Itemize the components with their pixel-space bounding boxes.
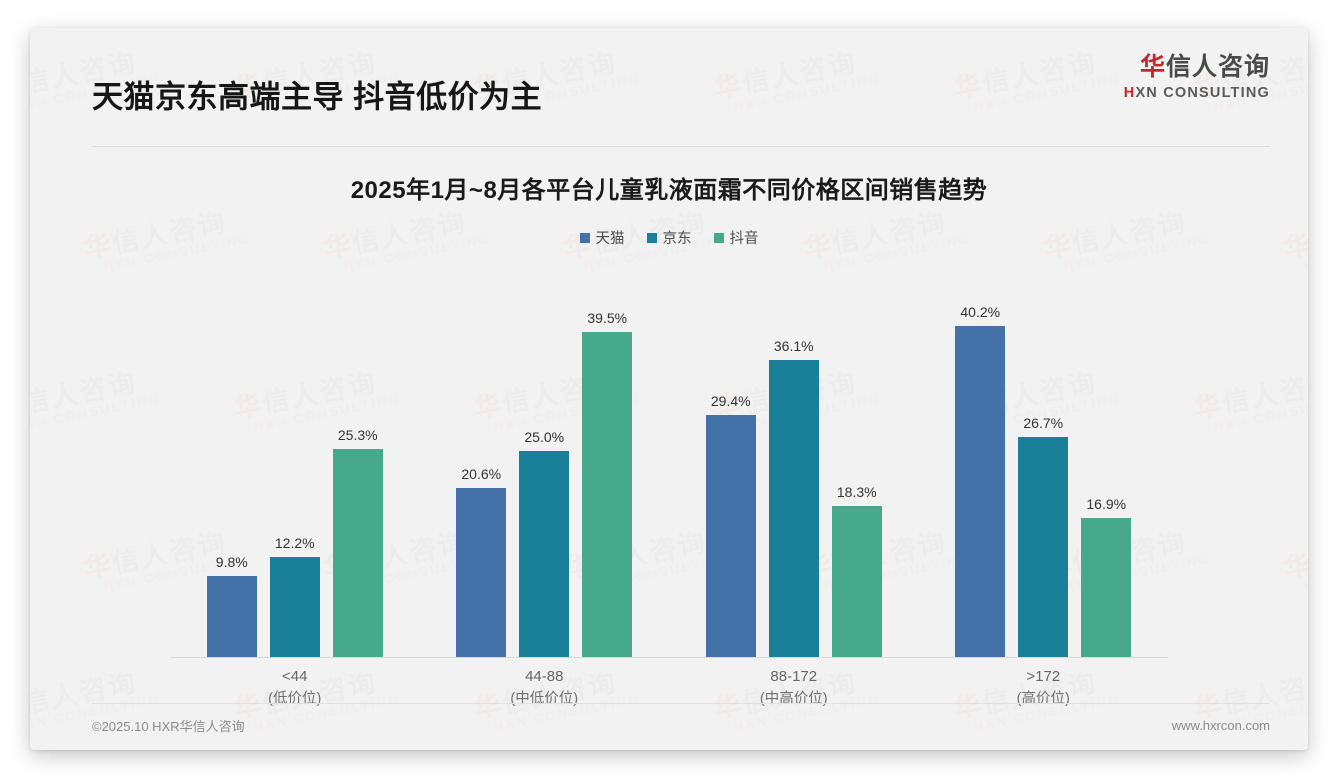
chart-area: 2025年1月~8月各平台儿童乳液面霜不同价格区间销售趋势 天猫 京东 抖音 9.8… bbox=[30, 148, 1308, 707]
x-tick-sublabel: (高价位) bbox=[1016, 690, 1070, 707]
x-axis-tick: 88-172 (中高价位) bbox=[694, 666, 894, 710]
bar[interactable] bbox=[456, 487, 507, 657]
legend-item-抖音[interactable]: 抖音 bbox=[713, 227, 759, 248]
bar-column[interactable]: 40.2% bbox=[955, 266, 1006, 657]
bar-value-label: 12.2% bbox=[274, 534, 315, 551]
logo-chinese-text: 华信人咨询 bbox=[1124, 53, 1270, 82]
bar-value-label: 20.6% bbox=[461, 465, 502, 482]
bar-value-label: 9.8% bbox=[215, 554, 248, 571]
bar-group: 9.8% 12.2% 25.3% bbox=[206, 266, 383, 657]
bar-value-label: 36.1% bbox=[773, 338, 814, 354]
bar[interactable] bbox=[955, 326, 1006, 657]
bar-value-label: 18.3% bbox=[836, 484, 877, 501]
bar-column[interactable]: 12.2% bbox=[269, 266, 320, 657]
bar-group: 40.2% 26.7% 16.9% bbox=[955, 266, 1132, 657]
bar-column[interactable]: 20.6% bbox=[456, 266, 507, 657]
legend-item-天猫[interactable]: 天猫 bbox=[579, 227, 625, 248]
bar[interactable] bbox=[831, 506, 882, 657]
bar-value-label: 25.0% bbox=[524, 429, 565, 446]
x-axis-tick: 44-88 (中低价位) bbox=[444, 666, 644, 710]
logo-cn-rest: 信人咨询 bbox=[1165, 53, 1270, 81]
bar-column[interactable]: 29.4% bbox=[705, 266, 756, 657]
bar-column[interactable]: 9.8% bbox=[206, 266, 257, 657]
plot-area: 9.8% 12.2% 25.3% 20.6% 25.0% 39.5% 29.4% 36.1% 1… bbox=[170, 266, 1168, 658]
logo-en-rest: XN CONSULTING bbox=[1135, 84, 1270, 101]
bar-value-label: 26.7% bbox=[1023, 415, 1064, 432]
legend-swatch-icon bbox=[579, 232, 590, 243]
bar[interactable] bbox=[519, 451, 570, 657]
bar-value-label: 25.3% bbox=[337, 426, 378, 443]
x-tick-range: >172 bbox=[1026, 668, 1061, 685]
bar-value-label: 39.5% bbox=[587, 310, 628, 327]
x-tick-range: 88-172 bbox=[770, 668, 818, 685]
bar-groups: 9.8% 12.2% 25.3% 20.6% 25.0% 39.5% 29.4% 36.1% 1… bbox=[170, 266, 1168, 657]
chart-title: 2025年1月~8月各平台儿童乳液面霜不同价格区间销售趋势 bbox=[350, 177, 988, 204]
bar[interactable] bbox=[768, 360, 819, 657]
slide-header: 天猫京东高端主导 抖音低价为主 华信人咨询 HXN CONSULTING bbox=[30, 28, 1308, 132]
bar[interactable] bbox=[582, 332, 633, 657]
bar-column[interactable]: 16.9% bbox=[1081, 266, 1132, 657]
bar-column[interactable]: 26.7% bbox=[1018, 266, 1069, 657]
bar-column[interactable]: 39.5% bbox=[582, 266, 633, 657]
logo-cn-red-char: 华 bbox=[1139, 53, 1166, 81]
footer-divider bbox=[92, 703, 1270, 704]
page-title: 天猫京东高端主导 抖音低价为主 bbox=[92, 79, 543, 115]
bar[interactable] bbox=[269, 556, 320, 657]
bar-column[interactable]: 36.1% bbox=[768, 266, 819, 657]
legend-swatch-icon bbox=[646, 232, 657, 243]
x-tick-range: 44-88 bbox=[525, 668, 564, 685]
website-text: www.hxrcon.com bbox=[1171, 717, 1270, 733]
slide-footer: ©2025.10 HXR华信人咨询 www.hxrcon.com bbox=[92, 710, 1270, 740]
x-tick-sublabel: (中高价位) bbox=[759, 690, 828, 707]
logo-english-text: HXN CONSULTING bbox=[1124, 85, 1270, 101]
bar[interactable] bbox=[705, 415, 756, 657]
x-tick-range: <44 bbox=[282, 668, 308, 685]
legend-item-京东[interactable]: 京东 bbox=[646, 227, 692, 248]
copyright-text: ©2025.10 HXR华信人咨询 bbox=[92, 718, 245, 734]
legend-label: 抖音 bbox=[729, 231, 759, 247]
x-axis-labels: <44 (低价位) 44-88 (中低价位) 88-172 (中高价位) >172 (高价位) bbox=[170, 666, 1168, 710]
x-tick-sublabel: (中低价位) bbox=[510, 690, 579, 707]
legend-label: 京东 bbox=[662, 231, 692, 247]
bar[interactable] bbox=[206, 576, 257, 657]
logo-en-red-char: H bbox=[1123, 84, 1136, 101]
legend-label: 天猫 bbox=[595, 231, 625, 247]
x-axis-tick: <44 (低价位) bbox=[195, 666, 395, 710]
chart-legend: 天猫 京东 抖音 bbox=[30, 227, 1308, 248]
x-axis-line bbox=[170, 657, 1168, 658]
bar[interactable] bbox=[1081, 517, 1132, 657]
bar[interactable] bbox=[332, 448, 383, 657]
x-tick-sublabel: (低价位) bbox=[268, 690, 322, 707]
bar-group: 29.4% 36.1% 18.3% bbox=[705, 266, 882, 657]
bar-value-label: 16.9% bbox=[1086, 495, 1127, 512]
bar-value-label: 40.2% bbox=[960, 304, 1001, 321]
brand-logo: 华信人咨询 HXN CONSULTING bbox=[1124, 53, 1270, 101]
bar-value-label: 29.4% bbox=[710, 393, 751, 410]
bar[interactable] bbox=[1018, 437, 1069, 657]
x-axis-tick: >172 (高价位) bbox=[943, 666, 1143, 710]
bar-column[interactable]: 18.3% bbox=[831, 266, 882, 657]
bar-column[interactable]: 25.3% bbox=[332, 266, 383, 657]
slide-card: 华信人咨询 HXN CONSULTING 华信人咨询 HXN CONSULTING华信… bbox=[30, 28, 1308, 750]
legend-swatch-icon bbox=[713, 232, 724, 243]
header-divider bbox=[92, 146, 1270, 147]
bar-group: 20.6% 25.0% 39.5% bbox=[456, 266, 633, 657]
bar-column[interactable]: 25.0% bbox=[519, 266, 570, 657]
